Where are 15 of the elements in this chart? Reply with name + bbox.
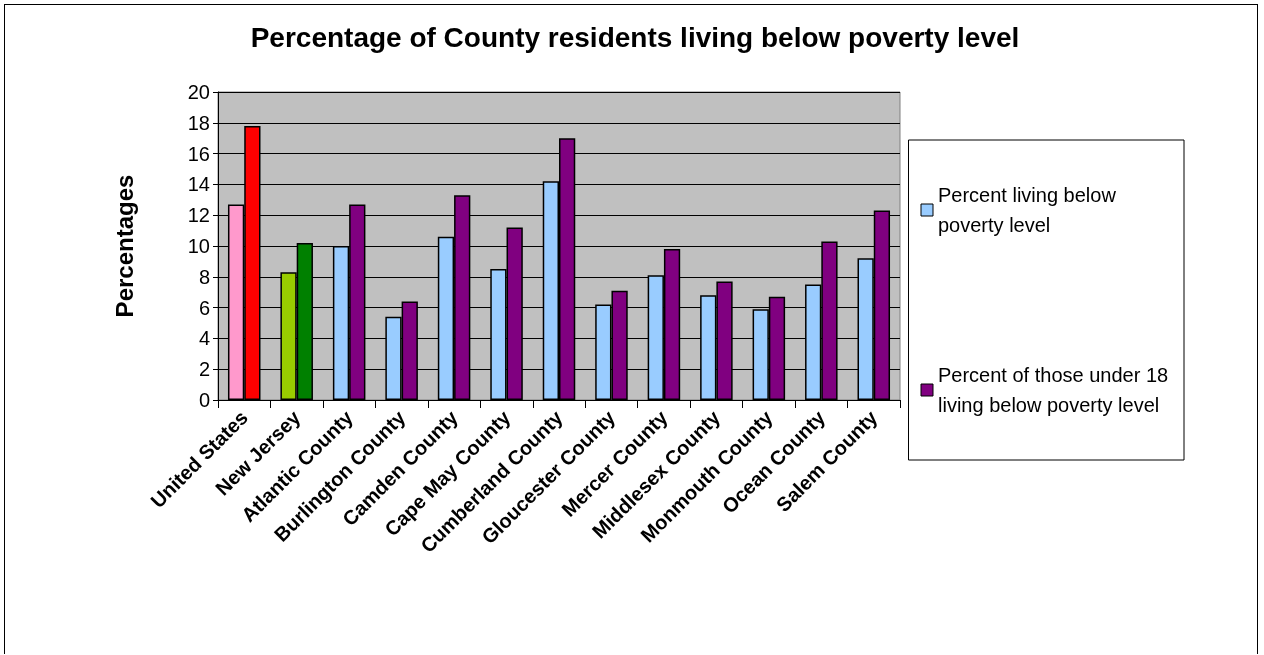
y-tick-label: 4 xyxy=(198,327,210,350)
legend-label: Percent of those under 18 living below poverty level xyxy=(938,364,1174,416)
y-tick-label: 0 xyxy=(198,389,210,411)
y-tick-label: 2 xyxy=(198,358,210,381)
chart-title: Percentage of County residents living below poverty level xyxy=(250,21,1020,53)
y-tick-label: 8 xyxy=(198,265,210,288)
y-tick-label: 14 xyxy=(187,173,210,196)
y-tick-label: 10 xyxy=(187,235,210,257)
y-tick-label: 12 xyxy=(187,204,210,227)
y-tick-label: 6 xyxy=(198,296,210,319)
y-tick-label: 20 xyxy=(187,81,210,103)
y-axis-title: Percentages xyxy=(110,174,138,318)
legend-label: Percent living below poverty level xyxy=(938,184,1122,236)
y-tick-label: 16 xyxy=(187,142,210,165)
y-tick-label: 18 xyxy=(187,111,210,134)
